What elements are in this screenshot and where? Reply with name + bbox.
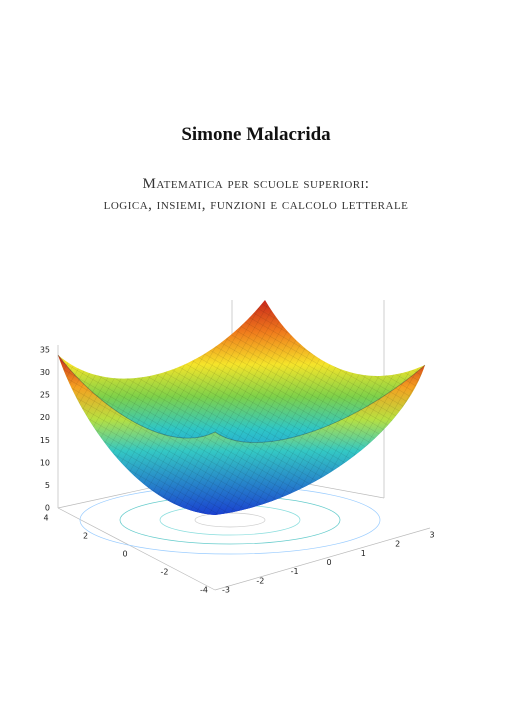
x-tick-label: -2 bbox=[256, 576, 264, 585]
y-tick-label: 0 bbox=[122, 550, 127, 559]
y-tick-label: -2 bbox=[161, 568, 169, 577]
z-tick-label: 15 bbox=[40, 436, 50, 445]
author: Simone Malacrida bbox=[181, 124, 331, 145]
z-tick-label: 5 bbox=[45, 481, 50, 490]
x-tick-label: -1 bbox=[291, 567, 299, 576]
z-tick-label: 0 bbox=[45, 504, 50, 513]
y-tick-label: -4 bbox=[200, 586, 208, 595]
z-tick-label: 35 bbox=[40, 346, 50, 355]
x-tick-label: 1 bbox=[361, 549, 366, 558]
z-tick-label: 10 bbox=[40, 458, 50, 467]
z-tick-label: 20 bbox=[40, 413, 50, 422]
surface-mesh bbox=[58, 300, 425, 515]
x-tick-label: 3 bbox=[429, 531, 434, 540]
front-ridge bbox=[57, 354, 426, 443]
x-tick-label: 0 bbox=[326, 558, 331, 567]
y-tick-label: 4 bbox=[43, 514, 48, 523]
z-tick-label: 30 bbox=[40, 368, 50, 377]
x-tick-label: -3 bbox=[222, 586, 230, 595]
z-tick-label: 25 bbox=[40, 391, 50, 400]
title-line: Matematica per scuole superiori: bbox=[142, 176, 370, 192]
title-line: logica, insiemi, funzioni e calcolo lett… bbox=[103, 197, 409, 213]
y-tick-label: 2 bbox=[83, 532, 88, 541]
x-tick-label: 2 bbox=[395, 540, 400, 549]
